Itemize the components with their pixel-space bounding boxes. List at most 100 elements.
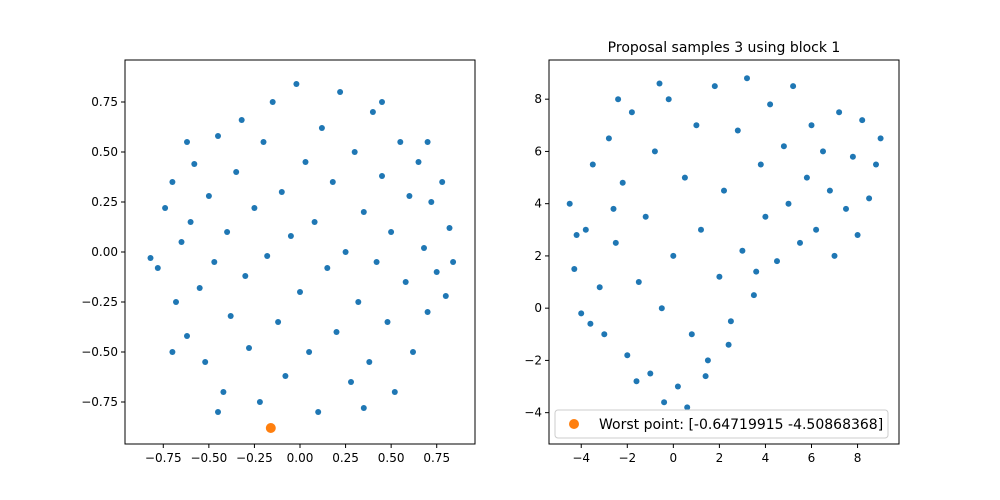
right-y-tick-label: 6 xyxy=(534,144,542,158)
left-scatter-point xyxy=(428,199,435,205)
right-scatter-point xyxy=(750,292,757,299)
left-scatter-point xyxy=(202,359,209,365)
right-scatter-point xyxy=(681,174,688,181)
right-scatter-point xyxy=(647,370,654,377)
right-scatter-point xyxy=(711,83,718,90)
left-scatter-point xyxy=(415,159,422,165)
right-x-axis: −4 −2 0 2 4 6 8 xyxy=(572,444,861,465)
left-scatter-point xyxy=(256,399,263,405)
left-scatter-point xyxy=(224,229,231,235)
left-scatter-point xyxy=(402,279,409,285)
left-scatter-point xyxy=(379,173,385,179)
right-y-axis: −4 −2 0 2 4 6 8 xyxy=(524,92,549,420)
right-scatter-point xyxy=(610,205,617,212)
left-x-tick-label: −0.50 xyxy=(190,451,227,465)
right-scatter-point xyxy=(836,109,843,116)
left-scatter-point xyxy=(282,373,289,379)
left-scatter-point xyxy=(348,379,354,385)
left-scatter-point xyxy=(318,125,325,131)
right-scatter-point xyxy=(661,399,668,406)
right-scatter-point xyxy=(725,341,732,348)
right-scatter-point xyxy=(674,383,681,390)
left-y-tick-label: 0.75 xyxy=(91,95,118,109)
left-scatter-point xyxy=(287,233,294,239)
left-scatter-point xyxy=(360,209,367,215)
right-scatter-point xyxy=(877,135,884,142)
right-scatter-point xyxy=(762,213,769,220)
right-scatter-point xyxy=(785,200,792,207)
right-subplot: Proposal samples 3 using block 1 −4 −2 0 2 4… xyxy=(524,40,900,465)
left-scatter-point xyxy=(388,229,395,235)
left-scatter-point xyxy=(329,179,336,185)
left-scatter-point-worst xyxy=(265,423,276,433)
left-scatter-point xyxy=(351,149,358,155)
left-scatter-point xyxy=(275,319,282,325)
right-y-tick-label: 0 xyxy=(534,301,542,315)
right-scatter-point xyxy=(605,135,612,142)
left-scatter-point xyxy=(297,289,303,295)
right-scatter-point xyxy=(619,179,626,186)
left-scatter-point xyxy=(264,253,271,259)
right-x-tick-label: 0 xyxy=(670,451,678,465)
right-y-tick-label: 4 xyxy=(534,197,542,211)
left-y-tick-label: 0.00 xyxy=(91,245,118,259)
left-scatter-point xyxy=(211,259,218,265)
left-scatter-point xyxy=(215,409,221,415)
left-scatter-point xyxy=(324,265,331,271)
left-scatter-point xyxy=(242,273,249,279)
right-scatter-point xyxy=(587,320,594,327)
right-scatter-point xyxy=(739,247,746,254)
left-scatter-point xyxy=(278,189,285,195)
right-scatter-point xyxy=(767,101,774,108)
right-scatter-point xyxy=(582,226,589,233)
left-scatter-point xyxy=(184,333,190,339)
right-scatter-point xyxy=(693,122,700,129)
left-scatter-point xyxy=(337,89,344,95)
left-scatter-point xyxy=(384,319,391,325)
right-y-tick-label: −2 xyxy=(524,353,542,367)
right-scatter-point xyxy=(866,195,873,202)
right-scatter-point xyxy=(757,161,764,168)
left-scatter-point xyxy=(311,219,318,225)
left-scatter-point xyxy=(360,405,367,411)
left-scatter-point xyxy=(233,169,240,175)
right-scatter-point xyxy=(831,252,838,259)
right-scatter-point xyxy=(790,83,797,90)
right-scatter-point xyxy=(813,226,820,233)
left-scatter-point xyxy=(184,139,190,145)
legend-marker-worst-point xyxy=(569,419,579,429)
right-scatter-point xyxy=(854,232,861,238)
left-scatter-point xyxy=(342,249,349,255)
right-scatter-points xyxy=(566,75,884,411)
left-scatter-point xyxy=(169,349,176,355)
left-scatter-point xyxy=(366,359,373,365)
left-scatter-point xyxy=(220,389,227,395)
right-scatter-point xyxy=(571,266,578,272)
left-scatter-point xyxy=(147,255,154,261)
right-scatter-point xyxy=(774,258,780,265)
left-x-tick-label: −0.25 xyxy=(236,451,273,465)
right-scatter-point xyxy=(684,404,691,411)
right-scatter-point xyxy=(753,268,760,275)
left-scatter-point xyxy=(369,109,376,115)
right-scatter-point xyxy=(670,252,677,259)
left-scatter-point xyxy=(315,409,322,415)
left-scatter-point xyxy=(379,99,385,105)
legend-box xyxy=(554,409,889,439)
right-x-tick-label: 6 xyxy=(808,451,816,465)
left-scatter-point xyxy=(410,349,416,355)
left-y-tick-label: 0.50 xyxy=(91,145,118,159)
right-scatter-point xyxy=(702,373,709,380)
right-scatter-point xyxy=(688,331,695,338)
left-scatter-point xyxy=(391,389,398,395)
right-y-tick-label: −4 xyxy=(524,406,542,420)
right-scatter-point xyxy=(658,305,665,312)
left-scatter-point xyxy=(355,299,362,305)
left-subplot: −0.75 −0.50 −0.25 0.00 0.25 0.50 0.75 −0.75−0.… xyxy=(81,59,476,465)
right-scatter-point xyxy=(566,200,573,207)
left-scatter-point xyxy=(227,313,234,319)
left-y-tick-label: −0.50 xyxy=(81,345,118,359)
right-scatter-point xyxy=(656,80,663,87)
right-chart-title: Proposal samples 3 using block 1 xyxy=(608,40,841,56)
